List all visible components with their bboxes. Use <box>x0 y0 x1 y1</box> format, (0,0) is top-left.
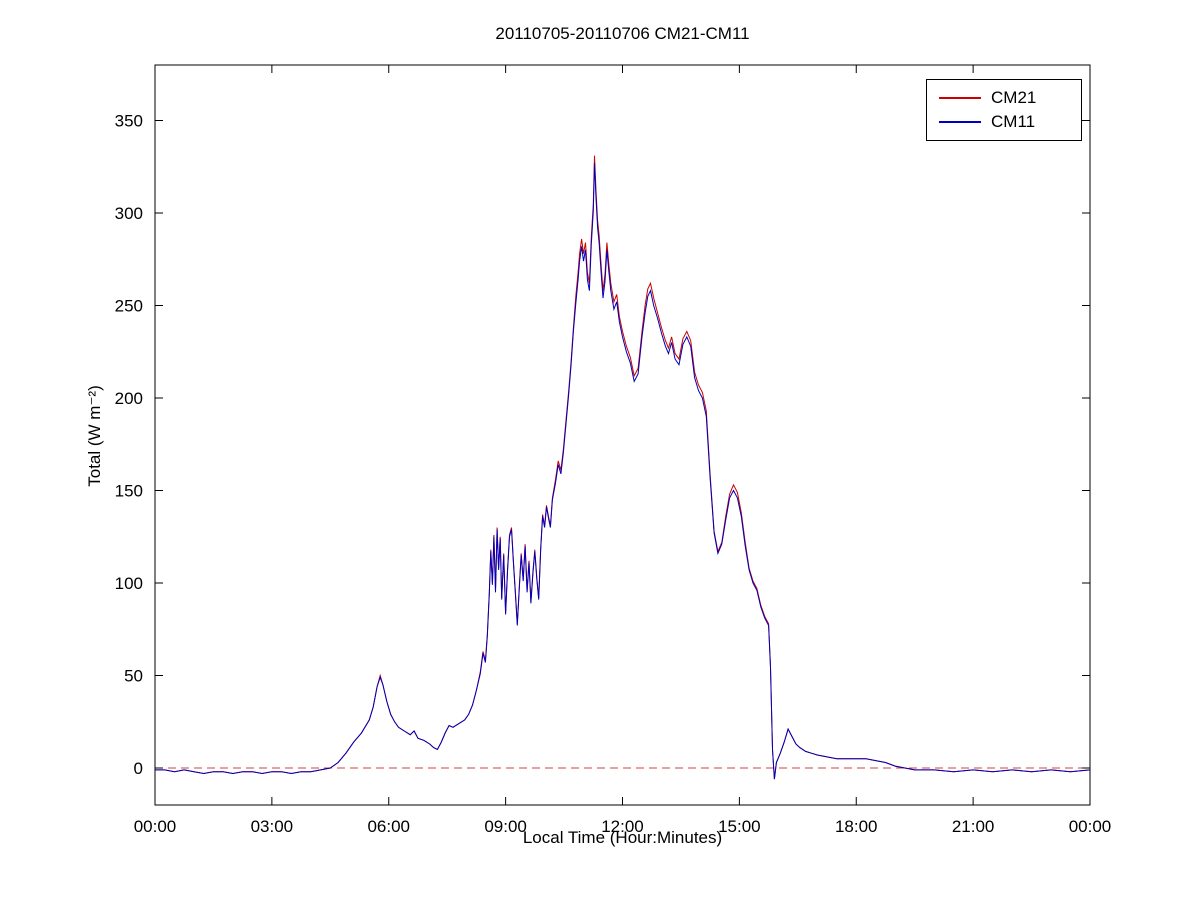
legend-entry-cm21: CM21 <box>927 86 1081 110</box>
x-tick-label: 00:00 <box>134 817 177 836</box>
x-tick-label: 12:00 <box>601 817 644 836</box>
x-tick-label: 18:00 <box>835 817 878 836</box>
x-axis-label: Local Time (Hour:Minutes) <box>522 828 723 847</box>
series-line-cm11 <box>155 162 1091 780</box>
y-tick-label: 300 <box>115 204 143 223</box>
y-tick-label: 350 <box>115 112 143 131</box>
legend: CM21 CM11 <box>926 79 1082 141</box>
y-tick-label: 250 <box>115 297 143 316</box>
y-tick-label: 100 <box>115 574 143 593</box>
y-tick-label: 150 <box>115 482 143 501</box>
legend-entry-cm11: CM11 <box>927 110 1081 134</box>
y-tick-label: 200 <box>115 389 143 408</box>
x-tick-label: 09:00 <box>484 817 527 836</box>
x-tick-label: 15:00 <box>718 817 761 836</box>
legend-label-cm21: CM21 <box>991 88 1037 107</box>
y-tick-label: 50 <box>124 667 143 686</box>
series-line-cm21 <box>155 155 1091 780</box>
legend-line-sample-cm21 <box>939 97 981 99</box>
plot-border <box>154 64 1091 806</box>
y-tick-label: 0 <box>134 759 143 778</box>
x-tick-label: 06:00 <box>367 817 410 836</box>
legend-line-sample-cm11 <box>939 121 981 123</box>
x-tick-label: 03:00 <box>251 817 294 836</box>
legend-label-cm11: CM11 <box>991 112 1036 131</box>
x-tick-label: 00:00 <box>1069 817 1112 836</box>
x-tick-label: 21:00 <box>952 817 995 836</box>
y-axis-label: Total (W m⁻²) <box>85 385 104 487</box>
chart-title: 20110705-20110706 CM21-CM11 <box>495 24 750 43</box>
